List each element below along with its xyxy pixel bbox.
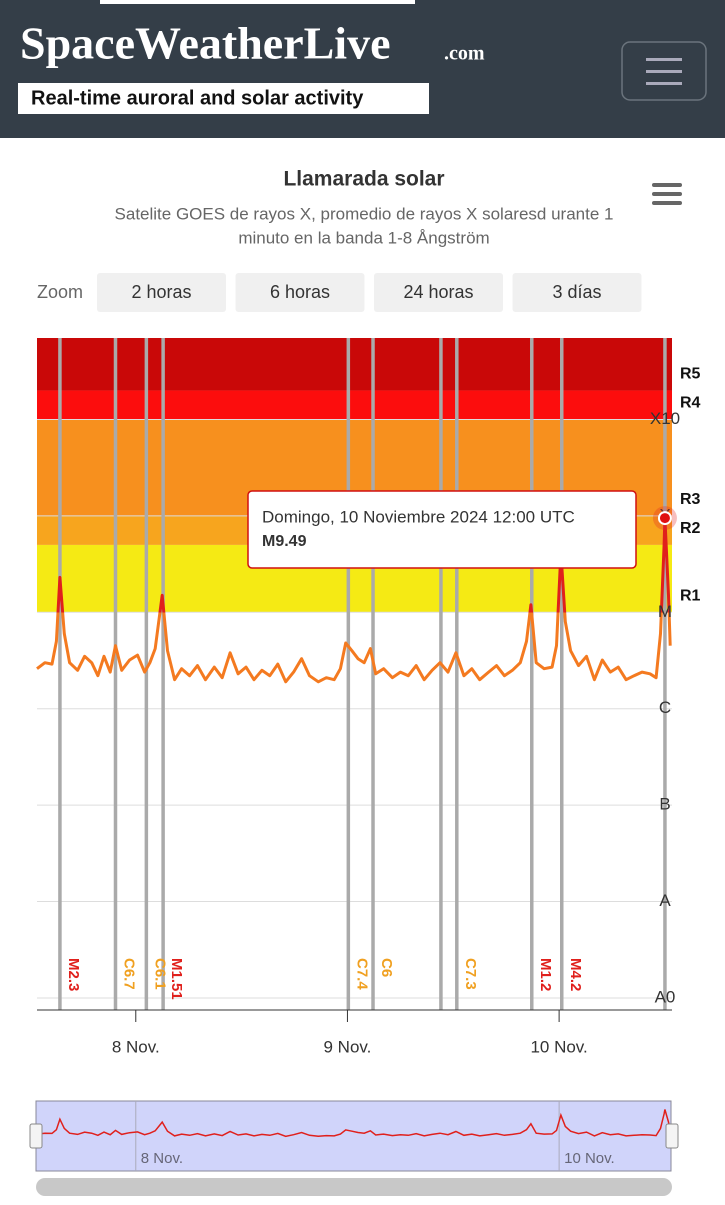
navigator-line <box>36 1109 671 1138</box>
flare-label: M4.2 <box>567 958 584 991</box>
severity-band <box>37 390 672 420</box>
header-bar <box>0 0 725 138</box>
zoom-button[interactable] <box>374 273 503 312</box>
flare-label: C6.1 <box>151 958 168 990</box>
flare-label: M1.51 <box>168 958 185 1000</box>
y-tick-label: M <box>658 602 672 621</box>
chart-menu[interactable] <box>652 183 682 205</box>
tagline-box <box>18 83 429 114</box>
navigator-handle[interactable] <box>665 1123 679 1149</box>
chart-subtitle: minuto en la banda 1-8 Ångström <box>238 228 489 247</box>
flux-line <box>36 516 672 684</box>
zoom-button-label[interactable]: 2 horas <box>131 282 191 302</box>
x-tick-label: 9 Nov. <box>324 1037 372 1056</box>
y-tick-label: X10 <box>650 409 680 428</box>
band-label: R3 <box>680 491 701 508</box>
band-label: R5 <box>680 366 701 383</box>
chart-subtitle: Satelite GOES de rayos X, promedio de ra… <box>115 204 614 223</box>
flare-label: C7.4 <box>353 958 370 990</box>
zoom-button[interactable] <box>235 273 365 312</box>
tooltip-value: M9.49 <box>262 533 307 550</box>
x-tick-label: 8 Nov. <box>112 1037 160 1056</box>
tooltip-point <box>657 511 672 526</box>
flare-label: C7.3 <box>462 958 479 990</box>
band-label: R2 <box>680 520 701 537</box>
navigator-handle[interactable] <box>29 1123 43 1149</box>
brand[interactable]: SpaceWeatherLive <box>20 18 391 69</box>
zoom-button-label[interactable]: 6 horas <box>270 282 330 302</box>
navigator <box>35 1100 672 1172</box>
y-tick-label: A0 <box>655 987 676 1006</box>
x-tick-label: 10 Nov. <box>530 1037 587 1056</box>
band-label: R4 <box>680 395 701 412</box>
severity-band <box>37 338 672 391</box>
zoom-label: Zoom <box>37 282 83 302</box>
menu-button[interactable] <box>621 41 707 101</box>
y-tick-label: C <box>659 698 671 717</box>
scrollbar[interactable] <box>36 1178 672 1196</box>
band-label: R1 <box>680 588 701 605</box>
flare-label: C6 <box>378 958 395 977</box>
tooltip-date: Domingo, 10 Noviembre 2024 12:00 UTC <box>262 507 575 526</box>
navigator-label: 10 Nov. <box>564 1150 615 1167</box>
zoom-button[interactable] <box>97 273 226 312</box>
tooltip: Domingo, 10 Noviembre 2024 12:00 UTC M9.… <box>247 490 637 569</box>
address-strip <box>100 0 415 4</box>
y-tick-label: B <box>659 795 670 814</box>
navigator-label: 8 Nov. <box>141 1150 183 1167</box>
zoom-button[interactable] <box>512 273 642 312</box>
flare-label: M1.2 <box>537 958 554 991</box>
flare-label: C6.7 <box>121 958 138 990</box>
brand-suffix: .com <box>444 43 485 65</box>
zoom-button-label[interactable]: 24 horas <box>403 282 473 302</box>
chart-title: Llamarada solar <box>283 168 444 191</box>
y-tick-label: A <box>659 891 671 910</box>
tagline: Real-time auroral and solar activity <box>31 87 364 109</box>
zoom-button-label[interactable]: 3 días <box>552 282 601 302</box>
flare-label: M2.3 <box>65 958 82 991</box>
